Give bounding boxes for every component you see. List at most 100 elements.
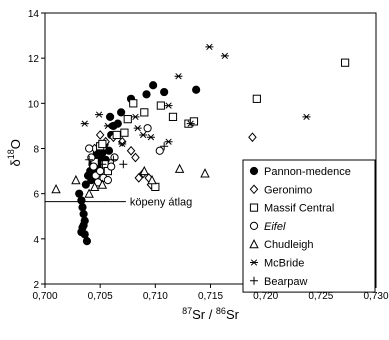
data-point	[97, 179, 108, 189]
data-point	[95, 130, 105, 140]
data-point	[119, 160, 128, 169]
legend-box	[242, 159, 376, 293]
data-point	[164, 102, 173, 109]
y-tick-label: 6	[33, 190, 39, 201]
data-point	[51, 183, 61, 194]
data-point	[89, 181, 100, 191]
data-point	[112, 130, 121, 140]
data-point	[156, 101, 165, 110]
axis-ticks: 0,700 0,705 0,710 0,715 0,720 0,725 0,730 2 4 6 8 1…	[28, 9, 389, 302]
data-point	[78, 203, 87, 212]
data-point	[79, 221, 88, 230]
data-point	[200, 168, 210, 178]
data-point	[113, 119, 122, 128]
y-tick-label: 10	[28, 99, 40, 110]
y-tick-label: 2	[33, 280, 39, 291]
data-point	[104, 146, 114, 155]
y-tick-label: 14	[28, 9, 40, 20]
data-point	[248, 132, 257, 143]
y-axis-label-sup: 18	[6, 149, 16, 159]
x-axis-label-pre: 87	[182, 306, 192, 316]
data-point	[341, 58, 350, 67]
y-tick-label: 4	[33, 235, 39, 246]
x-tick-label: 0,700	[32, 291, 57, 302]
data-point	[80, 120, 89, 127]
x-axis-label-base1: Sr /	[192, 307, 216, 322]
data-points	[51, 43, 350, 246]
data-point	[189, 117, 199, 126]
legend-label: Geronimo	[264, 184, 312, 196]
x-axis-label-pre2: 86	[216, 306, 226, 316]
data-point	[149, 81, 158, 90]
x-tick-label: 0,730	[363, 291, 388, 302]
data-point	[98, 148, 107, 158]
y-axis-label-base: δ	[8, 159, 23, 166]
data-point	[160, 87, 169, 97]
y-tick-label: 12	[28, 54, 40, 65]
data-point	[98, 160, 107, 169]
x-axis-label: 87Sr / 86Sr	[182, 306, 240, 322]
data-point	[85, 144, 94, 153]
data-point	[81, 180, 90, 189]
legend-marker	[250, 276, 258, 285]
data-point	[107, 162, 116, 171]
data-point	[140, 108, 149, 117]
y-tick-label: 8	[33, 145, 39, 156]
data-point	[105, 112, 115, 121]
data-point	[96, 166, 105, 176]
data-point	[160, 142, 169, 151]
series-3	[85, 124, 164, 187]
data-point	[174, 163, 185, 173]
legend-label: McBride	[264, 258, 304, 270]
data-point	[147, 174, 157, 185]
data-point	[139, 131, 148, 139]
data-point	[252, 94, 261, 103]
data-point	[302, 113, 311, 121]
reference-line-label: köpeny átlag	[130, 197, 192, 209]
legend-marker	[249, 238, 259, 249]
series-4	[51, 163, 210, 198]
data-point	[109, 155, 118, 164]
data-point	[146, 134, 155, 141]
data-point	[89, 162, 98, 171]
data-point	[85, 155, 94, 164]
data-point	[79, 209, 88, 219]
legend-marker	[249, 221, 259, 230]
data-point	[103, 176, 112, 185]
data-point	[139, 165, 150, 176]
data-point	[174, 73, 183, 80]
data-point	[131, 113, 140, 121]
legend-label: Bearpaw	[264, 276, 307, 288]
data-point	[77, 196, 86, 205]
data-point	[103, 122, 112, 130]
data-point	[143, 124, 152, 133]
legend-label: Eifel	[264, 221, 286, 233]
data-point	[131, 152, 140, 163]
data-point	[192, 85, 201, 94]
data-point	[168, 112, 178, 121]
data-point	[84, 188, 94, 198]
legend-label: Chudleigh	[264, 239, 314, 251]
data-point	[123, 115, 132, 124]
legend-marker	[249, 184, 259, 195]
legend: Pannon-medence Geronimo Massif Central Eife…	[242, 159, 376, 293]
data-point	[82, 236, 92, 246]
x-tick-label: 0,725	[308, 291, 333, 302]
data-point	[75, 189, 84, 198]
data-point	[164, 138, 173, 145]
reference-line-group: köpeny átlag	[45, 197, 192, 209]
y-axis-label-tail: O	[8, 139, 23, 149]
data-point	[126, 145, 136, 156]
legend-label: Pannon-medence	[264, 166, 351, 178]
legend-marker	[250, 259, 258, 266]
data-point	[151, 182, 160, 191]
data-point	[98, 139, 107, 149]
data-point	[155, 146, 164, 155]
series-5	[80, 43, 311, 148]
x-tick-label: 0,715	[198, 291, 223, 302]
y-axis-label: δ18O	[6, 139, 23, 166]
x-tick-label: 0,710	[143, 291, 168, 302]
data-point	[117, 108, 126, 117]
